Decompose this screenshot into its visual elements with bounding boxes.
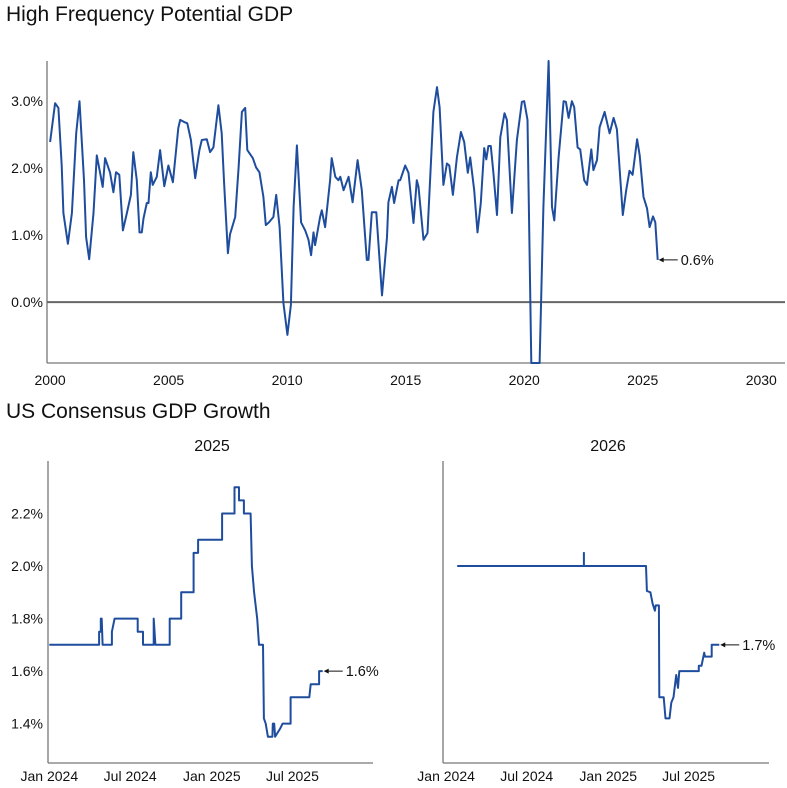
x-tick-label: 2000 xyxy=(35,372,66,388)
y-tick-label: 1.8% xyxy=(11,611,43,627)
x-tick-label: Jul 2024 xyxy=(104,768,157,784)
x-tick-label: 2005 xyxy=(153,372,184,388)
x-tick-label: Jul 2024 xyxy=(500,768,553,784)
x-tick-label: 2030 xyxy=(746,372,777,388)
x-tick-label: 2015 xyxy=(390,372,421,388)
last-value-label: 0.6% xyxy=(681,253,714,269)
x-tick-label: Jan 2025 xyxy=(579,768,637,784)
y-tick-label: 1.4% xyxy=(11,716,43,732)
series-line xyxy=(49,486,323,738)
y-tick-label: 1.0% xyxy=(11,227,43,243)
x-tick-label: Jan 2024 xyxy=(417,768,475,784)
x-tick-label: 2010 xyxy=(272,372,303,388)
x-tick-label: 2025 xyxy=(627,372,658,388)
x-tick-label: Jul 2025 xyxy=(662,768,715,784)
y-tick-label: 3.0% xyxy=(11,93,43,109)
y-tick-label: 2.2% xyxy=(11,506,43,522)
annotation-arrowhead-icon xyxy=(658,257,664,263)
chart-title-high-frequency-potential-gdp: High Frequency Potential GDP xyxy=(6,3,294,26)
panel-title-2025: 2025 xyxy=(194,438,230,455)
x-tick-label: Jan 2025 xyxy=(183,768,241,784)
x-tick-label: Jul 2025 xyxy=(266,768,319,784)
panel-title-2026: 2026 xyxy=(590,438,626,455)
x-tick-label: 2020 xyxy=(509,372,540,388)
annotation-arrowhead-icon xyxy=(323,668,329,674)
y-tick-label: 2.0% xyxy=(11,160,43,176)
series-line xyxy=(457,551,720,720)
last-value-label: 1.7% xyxy=(742,638,775,654)
consensus-2026-chart: Jan 2024 Jul 2024 Jan 2025 Jul 2025 1.7% xyxy=(417,461,775,784)
series-line xyxy=(49,60,659,364)
y-tick-label: 2.0% xyxy=(11,558,43,574)
section-title-us-consensus-gdp-growth: US Consensus GDP Growth xyxy=(6,400,271,423)
consensus-2025-chart: Jan 2024 Jul 2024 Jan 2025 Jul 2025 1.4% 1.6%… xyxy=(11,461,379,784)
potential-gdp-chart: 2000 2005 2010 2015 2020 2025 2030 0.0% 1.0% 2.0%… xyxy=(11,60,785,388)
y-tick-label: 1.6% xyxy=(11,663,43,679)
x-tick-label: Jan 2024 xyxy=(21,768,79,784)
last-value-label: 1.6% xyxy=(346,664,379,680)
annotation-arrowhead-icon xyxy=(720,642,726,648)
y-tick-label: 0.0% xyxy=(11,294,43,310)
